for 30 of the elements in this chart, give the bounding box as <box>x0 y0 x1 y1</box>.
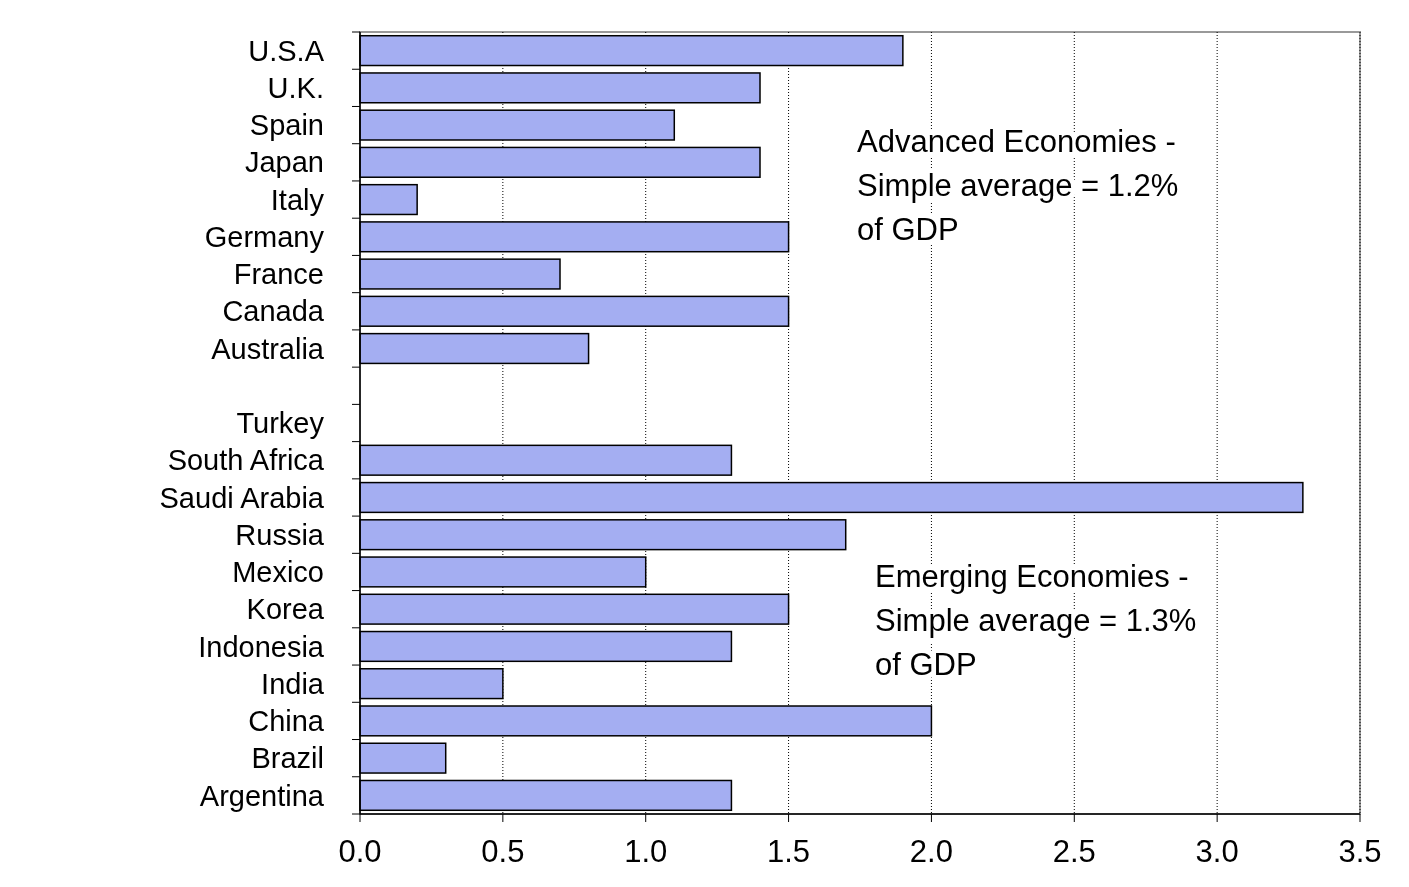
annotation: Emerging Economies - Simple average = 1.3% of GDP <box>875 559 1197 682</box>
y-tick-label: France <box>233 258 324 291</box>
y-tick-label: Russia <box>235 518 325 551</box>
y-tick-label: Mexico <box>232 556 324 589</box>
x-tick-label: 0.5 <box>481 834 525 869</box>
y-tick-label: U.K. <box>267 72 324 105</box>
y-tick-label: Germany <box>204 220 325 253</box>
y-tick-label: Argentina <box>199 779 325 812</box>
x-tick-label: 0.0 <box>338 834 382 869</box>
x-tick-label: 3.5 <box>1338 834 1382 869</box>
y-tick-label: China <box>248 705 325 738</box>
annotation: Advanced Economies - Simple average = 1.2% of GDP <box>857 124 1179 247</box>
y-tick-label: India <box>261 667 325 700</box>
y-tick-label: Canada <box>222 295 325 328</box>
y-tick-label: Indonesia <box>198 630 325 663</box>
y-tick-label: Saudi Arabia <box>159 481 325 514</box>
y-tick-label: Spain <box>249 109 324 142</box>
y-tick-label: Australia <box>211 332 325 365</box>
y-tick-label: South Africa <box>167 444 325 477</box>
y-tick-label: Brazil <box>251 742 324 775</box>
x-tick-label: 1.0 <box>624 834 668 869</box>
x-tick-label: 3.0 <box>1195 834 1239 869</box>
y-tick-label: U.S.A <box>248 34 325 67</box>
y-tick-label: Japan <box>244 146 324 179</box>
x-tick-label: 2.0 <box>909 834 953 869</box>
x-tick-label: 2.5 <box>1052 834 1096 869</box>
y-tick-label: Turkey <box>236 407 325 440</box>
y-tick-label: Italy <box>270 183 325 216</box>
x-tick-label: 1.5 <box>767 834 811 869</box>
y-tick-label: Korea <box>246 593 325 626</box>
